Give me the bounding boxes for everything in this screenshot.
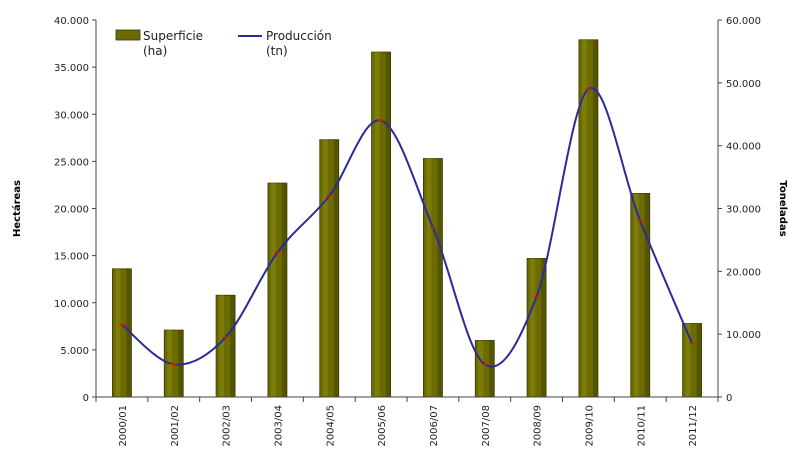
bar-highlight <box>322 139 328 397</box>
right-y-axis: 0 10.000 20.000 30.000 40.000 50.000 60.000 <box>717 16 761 404</box>
x-tick-label: 2002/03 <box>222 405 233 447</box>
legend: Superficie(ha) Producción(tn) <box>115 29 332 58</box>
x-tick-label: 2001/02 <box>170 405 181 447</box>
bar-highlight <box>374 52 380 398</box>
bar-shade <box>696 323 702 397</box>
x-axis: 2000/01 2001/02 2002/03 2003/04 2004/05 2005/… <box>95 396 719 447</box>
right-tick-label: 0 <box>726 393 732 404</box>
bar-highlight <box>581 39 587 397</box>
left-tick-label: 20.000 <box>54 205 89 216</box>
bar-shade <box>385 52 391 398</box>
right-tick-label: 50.000 <box>726 79 761 90</box>
legend-label-line: (tn) <box>266 44 288 58</box>
right-tick-label: 60.000 <box>726 16 761 27</box>
left-y-axis: 0 5.000 10.000 15.000 20.000 25.000 30.000 35.0… <box>54 16 97 404</box>
legend-label-line: Producción <box>266 29 332 43</box>
y-axis-right-title: Toneladas <box>777 180 788 236</box>
bar-highlight <box>426 158 432 397</box>
x-tick-label: 2007/08 <box>481 405 492 447</box>
right-tick-label: 20.000 <box>726 267 761 278</box>
bar-shade <box>541 258 547 397</box>
bar-highlight <box>270 183 276 397</box>
bar-shade <box>592 39 598 397</box>
bar-highlight <box>633 193 639 397</box>
left-tick-label: 5.000 <box>60 346 89 357</box>
x-tick-label: 2010/11 <box>636 405 647 447</box>
x-tick-label: 2011/12 <box>688 405 699 447</box>
legend-swatch-bar <box>115 29 141 41</box>
x-tick-label: 2006/07 <box>429 405 440 447</box>
right-tick-label: 40.000 <box>726 142 761 153</box>
bar-shade <box>489 340 495 397</box>
left-tick-label: 25.000 <box>54 157 89 168</box>
x-tick-label: 2009/10 <box>584 405 595 447</box>
left-tick-label: 0 <box>83 393 89 404</box>
x-tick-label: 2000/01 <box>118 405 129 447</box>
bar-highlight <box>478 340 484 397</box>
y-axis-left-title: Hectáreas <box>11 180 23 237</box>
left-tick-label: 40.000 <box>54 16 89 27</box>
right-tick-label: 10.000 <box>726 330 761 341</box>
left-tick-label: 30.000 <box>54 110 89 121</box>
x-tick-label: 2005/06 <box>377 405 388 447</box>
left-tick-label: 10.000 <box>54 299 89 310</box>
bar-shade <box>126 268 132 397</box>
line-series <box>118 87 696 368</box>
bar-highlight <box>219 295 225 397</box>
x-tick-label: 2008/09 <box>533 405 544 447</box>
right-tick-label: 30.000 <box>726 205 761 216</box>
production-line <box>121 87 694 368</box>
bar-shade <box>644 193 650 397</box>
bar-highlight <box>115 268 121 397</box>
left-tick-label: 15.000 <box>54 252 89 263</box>
x-tick-label: 2003/04 <box>273 405 284 447</box>
bar-shade <box>281 183 287 397</box>
legend-label-bar: (ha) <box>143 44 167 58</box>
legend-label-bar: Superficie <box>143 29 203 43</box>
left-tick-label: 35.000 <box>54 63 89 74</box>
bar-shade <box>437 158 443 397</box>
x-tick-label: 2004/05 <box>325 405 336 447</box>
bar-shade <box>230 295 236 397</box>
bar-series <box>112 39 702 398</box>
bar-shade <box>333 139 339 397</box>
bar-highlight <box>685 323 691 397</box>
bar-highlight <box>530 258 536 397</box>
